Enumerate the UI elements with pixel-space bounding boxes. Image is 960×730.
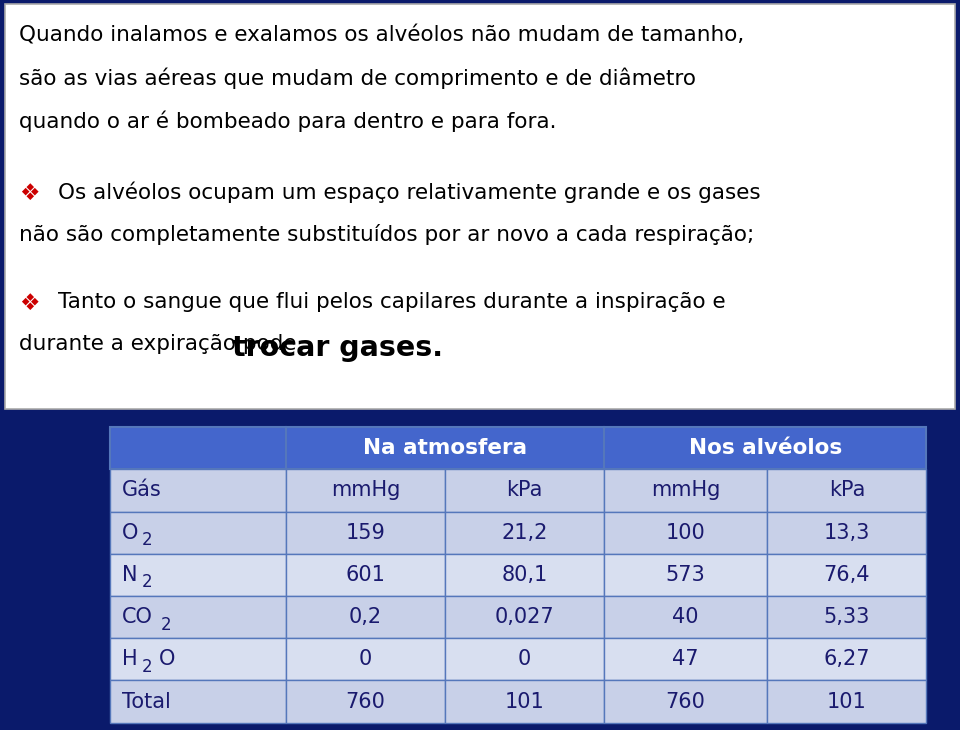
- Text: 47: 47: [672, 650, 699, 669]
- Text: mmHg: mmHg: [330, 480, 400, 500]
- Bar: [286, 680, 445, 723]
- Text: 159: 159: [346, 523, 385, 542]
- Bar: [445, 554, 604, 596]
- Text: Tanto o sangue que flui pelos capilares durante a inspiração e: Tanto o sangue que flui pelos capilares …: [58, 292, 725, 312]
- Text: ❖: ❖: [19, 292, 39, 315]
- Bar: [286, 638, 445, 680]
- Text: H: H: [122, 650, 137, 669]
- Bar: [604, 427, 926, 469]
- Text: Na atmosfera: Na atmosfera: [363, 438, 527, 458]
- Text: kPa: kPa: [828, 480, 865, 500]
- Text: 0: 0: [517, 650, 531, 669]
- Text: ❖: ❖: [19, 182, 39, 205]
- Text: trocar gases.: trocar gases.: [232, 334, 444, 362]
- Text: Gás: Gás: [122, 480, 161, 500]
- Text: não são completamente substituídos por ar novo a cada respiração;: não são completamente substituídos por a…: [19, 224, 755, 245]
- Text: Nos alvéolos: Nos alvéolos: [688, 438, 842, 458]
- Bar: [445, 596, 604, 638]
- Bar: [767, 680, 926, 723]
- Bar: [286, 596, 445, 638]
- Bar: [604, 596, 767, 638]
- Bar: [767, 638, 926, 680]
- Text: 5,33: 5,33: [824, 607, 870, 627]
- Text: 101: 101: [827, 691, 867, 712]
- Text: Os alvéolos ocupam um espaço relativamente grande e os gases: Os alvéolos ocupam um espaço relativamen…: [58, 182, 760, 203]
- Bar: [286, 427, 604, 469]
- Text: O: O: [122, 523, 138, 542]
- Text: 2: 2: [142, 531, 153, 549]
- Text: 40: 40: [672, 607, 699, 627]
- Text: quando o ar é bombeado para dentro e para fora.: quando o ar é bombeado para dentro e par…: [19, 110, 557, 131]
- Bar: [604, 512, 767, 554]
- Bar: [445, 469, 604, 512]
- Bar: [604, 554, 767, 596]
- Text: 6,27: 6,27: [824, 650, 870, 669]
- Bar: [604, 469, 767, 512]
- Bar: [286, 554, 445, 596]
- Text: 100: 100: [666, 523, 706, 542]
- Text: 76,4: 76,4: [824, 565, 870, 585]
- Text: Quando inalamos e exalamos os alvéolos não mudam de tamanho,: Quando inalamos e exalamos os alvéolos n…: [19, 26, 744, 45]
- Bar: [110, 596, 286, 638]
- Text: O: O: [158, 650, 175, 669]
- Bar: [767, 469, 926, 512]
- Bar: [445, 680, 604, 723]
- Text: 760: 760: [346, 691, 385, 712]
- Bar: [110, 512, 286, 554]
- FancyBboxPatch shape: [5, 4, 955, 409]
- Text: 80,1: 80,1: [501, 565, 547, 585]
- Text: 0: 0: [359, 650, 372, 669]
- Bar: [767, 596, 926, 638]
- Text: são as vias aéreas que mudam de comprimento e de diâmetro: são as vias aéreas que mudam de comprime…: [19, 68, 696, 89]
- Text: 101: 101: [505, 691, 544, 712]
- Text: CO: CO: [122, 607, 153, 627]
- Text: kPa: kPa: [506, 480, 542, 500]
- Text: N: N: [122, 565, 137, 585]
- Bar: [110, 427, 286, 469]
- Text: 601: 601: [346, 565, 385, 585]
- Bar: [110, 680, 286, 723]
- Bar: [110, 554, 286, 596]
- Bar: [604, 638, 767, 680]
- Text: 2: 2: [142, 658, 153, 676]
- Text: 573: 573: [666, 565, 706, 585]
- Text: 2: 2: [142, 574, 153, 591]
- Text: 21,2: 21,2: [501, 523, 548, 542]
- Text: 2: 2: [160, 615, 171, 634]
- Text: 13,3: 13,3: [824, 523, 870, 542]
- Bar: [445, 512, 604, 554]
- Bar: [110, 638, 286, 680]
- Text: 0,027: 0,027: [494, 607, 554, 627]
- Bar: [286, 512, 445, 554]
- Bar: [767, 554, 926, 596]
- Text: Total: Total: [122, 691, 171, 712]
- Text: durante a expiração pode: durante a expiração pode: [19, 334, 303, 354]
- Text: 0,2: 0,2: [348, 607, 382, 627]
- Bar: [445, 638, 604, 680]
- Bar: [286, 469, 445, 512]
- Bar: [604, 680, 767, 723]
- Bar: [767, 512, 926, 554]
- Text: 760: 760: [665, 691, 706, 712]
- Text: mmHg: mmHg: [651, 480, 720, 500]
- Bar: [110, 469, 286, 512]
